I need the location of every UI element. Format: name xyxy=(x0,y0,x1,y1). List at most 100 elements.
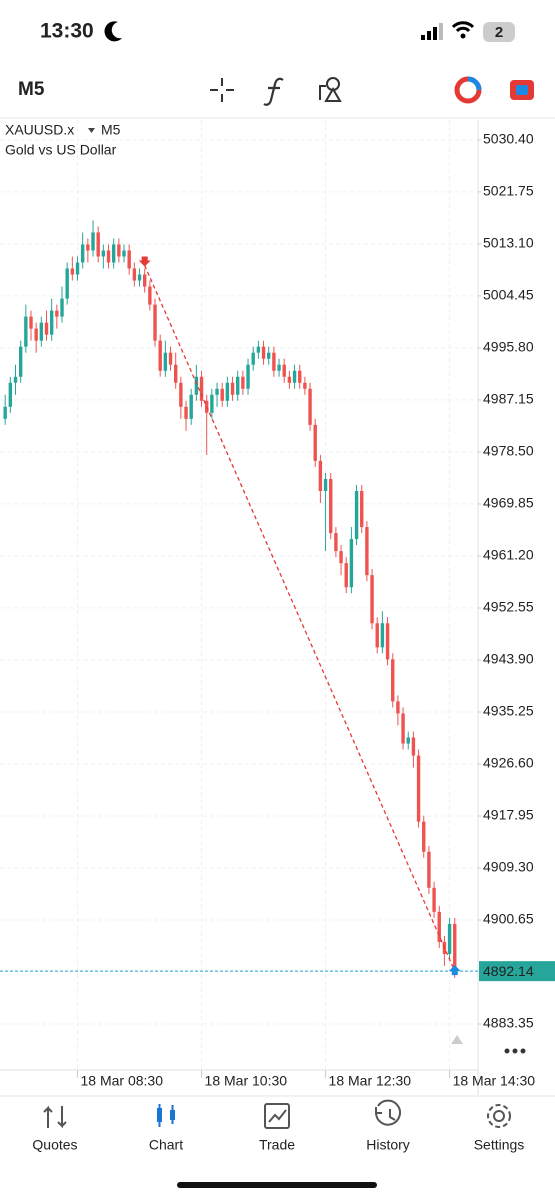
candle-body xyxy=(318,460,323,491)
sell-arrow xyxy=(138,256,151,267)
candle-body xyxy=(168,352,173,365)
candle-body xyxy=(127,250,131,269)
battery xyxy=(483,22,515,42)
candle-body xyxy=(236,376,240,395)
candle-body xyxy=(8,382,13,407)
trade-icon[interactable] xyxy=(510,80,534,100)
candle-body xyxy=(3,406,7,419)
candle-body xyxy=(370,575,374,624)
candle-body xyxy=(220,388,224,401)
candle-body xyxy=(13,376,18,383)
y-tick-label: 5004.45 xyxy=(483,287,534,303)
candle-body xyxy=(132,268,137,281)
candle-body xyxy=(396,701,400,714)
candle-body xyxy=(199,376,204,401)
quotes-icon[interactable] xyxy=(43,1105,67,1129)
signal-icon xyxy=(421,23,443,40)
tab-label[interactable]: Settings xyxy=(474,1137,525,1153)
account-icon[interactable] xyxy=(454,76,482,104)
candle-body xyxy=(210,394,214,413)
candle-body xyxy=(137,274,142,281)
tab-label[interactable]: Chart xyxy=(149,1137,183,1153)
y-tick-label: 4995.80 xyxy=(483,339,534,355)
candle-body xyxy=(60,298,64,317)
symbol-description: Gold vs US Dollar xyxy=(5,142,117,158)
y-tick-label: 4935.25 xyxy=(483,703,534,719)
candle-body xyxy=(385,623,390,660)
candle-body xyxy=(101,250,106,257)
candle-body xyxy=(453,923,457,972)
settings-icon[interactable] xyxy=(487,1104,511,1128)
candle-body xyxy=(349,539,354,588)
chart-timeframe: M5 xyxy=(101,122,121,138)
candle-body xyxy=(179,382,183,407)
candle-body xyxy=(277,364,281,371)
candle-body xyxy=(256,346,261,353)
y-tick-label: 5021.75 xyxy=(483,183,534,199)
candle-body xyxy=(261,346,266,359)
candle-body xyxy=(313,424,317,461)
candle-body xyxy=(287,376,292,383)
objects-icon[interactable] xyxy=(319,77,342,102)
wifi-icon xyxy=(451,21,475,33)
candle-body xyxy=(91,232,95,251)
candle-body xyxy=(380,623,385,648)
candle-body xyxy=(111,244,116,263)
candle-body xyxy=(251,352,255,365)
candle-body xyxy=(411,737,416,756)
candle-body xyxy=(122,250,126,257)
moon-icon xyxy=(104,21,122,42)
candle-body xyxy=(39,322,44,341)
tab-label[interactable]: Quotes xyxy=(32,1137,77,1153)
timeframe-button[interactable]: M5 xyxy=(18,79,45,100)
y-tick-label: 5030.40 xyxy=(483,131,534,147)
candle-body xyxy=(437,911,441,942)
candle-body xyxy=(18,346,23,377)
more-menu[interactable] xyxy=(504,1048,526,1054)
candle-body xyxy=(323,478,328,491)
y-tick-label: 4943.90 xyxy=(483,651,534,667)
candle-body xyxy=(365,527,369,576)
candle-body xyxy=(163,352,168,371)
y-tick-label: 4909.30 xyxy=(483,859,534,875)
candle-body xyxy=(184,406,188,419)
candle-body xyxy=(292,370,297,383)
candle-body xyxy=(344,563,348,588)
candle-body xyxy=(308,388,312,425)
candle-body xyxy=(339,551,343,564)
home-indicator xyxy=(177,1182,377,1188)
y-tick-label: 4883.35 xyxy=(483,1015,534,1031)
chart-icon[interactable] xyxy=(157,1104,175,1127)
battery-level: 2 xyxy=(495,24,503,41)
candle-body xyxy=(282,364,286,377)
candle-body xyxy=(142,274,147,287)
symbol-dropdown[interactable] xyxy=(88,128,95,133)
trade-tab-icon[interactable] xyxy=(264,1103,290,1129)
current-price-box xyxy=(479,961,555,982)
crosshair-icon[interactable] xyxy=(210,78,234,102)
candle-body xyxy=(447,923,452,954)
tab-label[interactable]: Trade xyxy=(259,1137,295,1153)
candle-body xyxy=(391,659,395,702)
candle-body xyxy=(225,382,230,401)
candle-body xyxy=(303,382,307,389)
candle-body xyxy=(24,316,28,347)
wifi-dot xyxy=(460,33,466,39)
tab-label[interactable]: History xyxy=(366,1137,410,1153)
indicators-icon[interactable] xyxy=(263,77,284,106)
candle-body xyxy=(432,887,436,912)
candle-body xyxy=(215,388,219,395)
candle-body xyxy=(29,316,33,329)
trade-line xyxy=(144,265,456,972)
candle-body xyxy=(416,755,421,822)
candle-body xyxy=(267,352,271,359)
x-tick-label: 18 Mar 14:30 xyxy=(453,1073,536,1089)
y-tick-label: 4969.85 xyxy=(483,495,534,511)
scroll-end-marker[interactable] xyxy=(451,1035,463,1044)
candle-body xyxy=(153,304,157,341)
y-tick-label: 4987.15 xyxy=(483,391,534,407)
history-icon[interactable] xyxy=(375,1099,401,1126)
candle-body xyxy=(246,364,250,389)
